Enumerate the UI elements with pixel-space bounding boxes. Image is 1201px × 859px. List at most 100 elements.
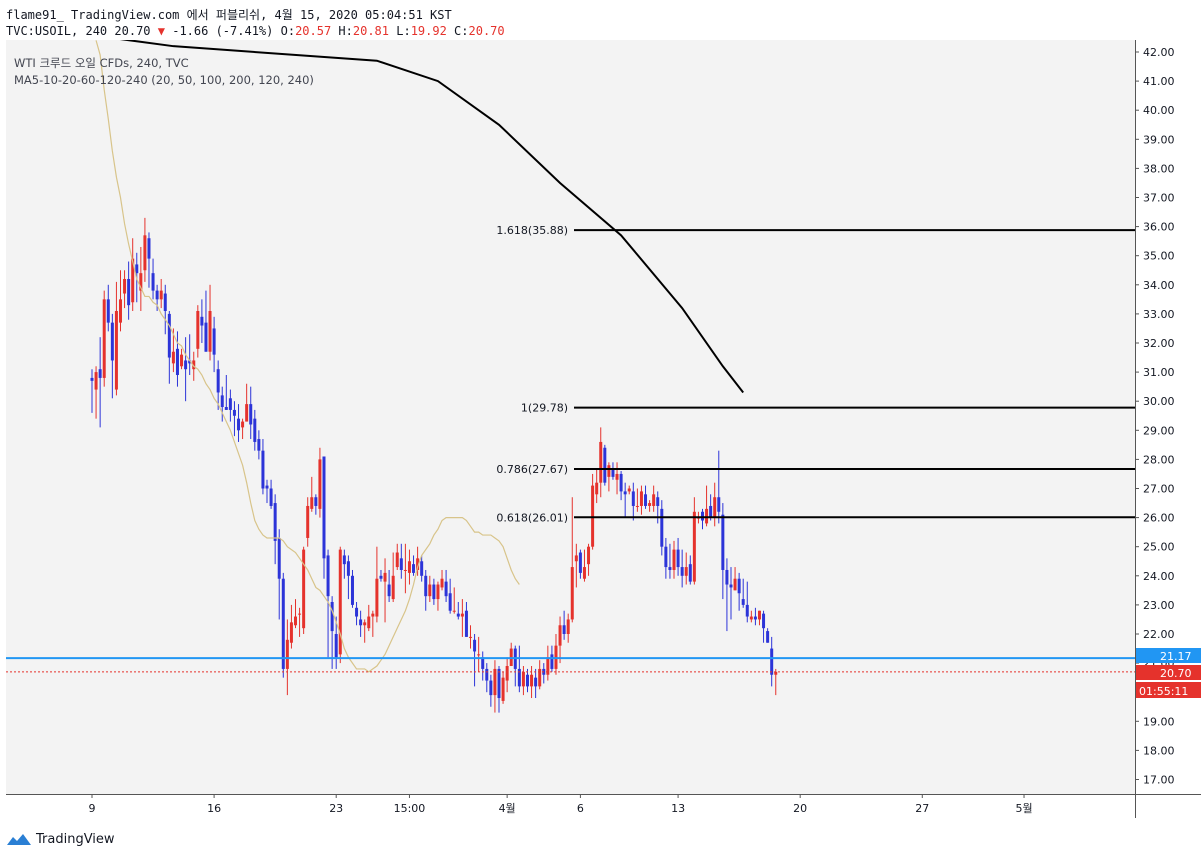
candle-body (766, 631, 770, 643)
y-tick-label: 29.00 (1143, 424, 1175, 437)
candle-body (591, 485, 595, 547)
candle-body (469, 636, 473, 638)
candle-body (713, 497, 717, 518)
tradingview-footer[interactable]: TradingView (6, 832, 115, 847)
y-tick-label: 30.00 (1143, 395, 1175, 408)
candle-body (464, 610, 468, 637)
candle-body (420, 561, 424, 576)
level-badge-text: 21.17 (1160, 650, 1192, 663)
candle-body (285, 639, 289, 669)
candle-body (501, 677, 505, 701)
candle-body (131, 258, 135, 303)
open-label: O: (280, 24, 296, 38)
tradingview-logo-icon (7, 833, 31, 845)
time-axis[interactable]: 9 16 23 15:00 4월 6 13 20 27 5월 (89, 794, 1033, 815)
candle-body (322, 456, 326, 559)
y-tick-label: 17.00 (1143, 774, 1175, 787)
price-badge-text: 20.70 (1160, 667, 1192, 680)
candle-body (762, 613, 766, 629)
plot-area[interactable] (6, 40, 1135, 794)
candle-body (241, 421, 245, 428)
price-badges: 21.17 20.70 01:55:11 (1136, 648, 1201, 698)
candle-body (196, 310, 200, 349)
candle-body (237, 418, 241, 431)
close-label: C: (454, 24, 469, 38)
candle-body (245, 404, 249, 422)
candle-body (204, 322, 208, 352)
candle-body (118, 299, 122, 323)
candle-body (277, 537, 281, 579)
candle-body (428, 584, 432, 597)
candle-body (709, 505, 713, 518)
candle-body (639, 491, 643, 506)
candle-body (379, 575, 383, 579)
symbol-label[interactable]: TVC:USOIL, 240 (6, 24, 108, 38)
candle-body (595, 482, 599, 495)
x-tick-label: 5월 (1015, 802, 1032, 815)
candle-body (375, 578, 379, 617)
candle-body (688, 564, 692, 582)
candle-body (342, 555, 346, 565)
candle-body (745, 604, 749, 617)
candle-body (220, 395, 224, 408)
candle-body (302, 549, 306, 629)
y-tick-label: 19.00 (1143, 715, 1175, 728)
candle-body (485, 668, 489, 681)
candle-body (383, 572, 387, 582)
fib-level-label: 0.786(27.67) (496, 463, 568, 476)
candle-body (192, 360, 196, 370)
candle-body (253, 418, 257, 442)
price-chart[interactable]: 1.618(35.88) 1(29.78) 0.786(27.67) 0.618(26… (0, 0, 1201, 818)
candle-body (546, 657, 550, 675)
level-badge (1136, 648, 1201, 663)
candle-body (493, 668, 497, 696)
legend-ma[interactable]: MA5-10-20-60-120-240 (20, 50, 100, 200, … (14, 73, 314, 87)
candle-body (188, 360, 192, 364)
candle-body (725, 569, 729, 585)
candle-body (505, 666, 509, 681)
candle-body (676, 549, 680, 568)
low-label: L: (396, 24, 411, 38)
candle-body (387, 584, 391, 597)
y-tick-label: 31.00 (1143, 366, 1175, 379)
trend-line (119, 40, 744, 394)
candle-body (757, 610, 761, 620)
candle-body (623, 491, 627, 495)
candle-body (359, 619, 363, 626)
publish-info-text: flame91_ TradingView.com 에서 퍼블리쉬, 4월 15,… (6, 8, 452, 22)
candle-body (175, 348, 179, 376)
x-tick-label: 13 (671, 802, 685, 815)
candle-body (644, 494, 648, 506)
candle-body (692, 511, 696, 582)
y-tick-label: 37.00 (1143, 192, 1175, 205)
candle-body (550, 654, 554, 669)
y-tick-label: 24.00 (1143, 570, 1175, 583)
candle-body (631, 491, 635, 506)
candle-body (599, 441, 603, 483)
candle-body (273, 503, 277, 541)
x-tick-label: 23 (329, 802, 343, 815)
candle-body (155, 290, 159, 300)
candle-body (570, 567, 574, 620)
candles (90, 217, 778, 713)
candle-body (436, 584, 440, 600)
candle-body (521, 671, 525, 687)
candle-body (481, 657, 485, 669)
legend-title[interactable]: WTI 크루드 오일 CFDs, 240, TVC (14, 56, 189, 70)
candle-body (489, 680, 493, 696)
candle-body (530, 674, 534, 687)
candle-body (269, 488, 273, 506)
x-tick-label: 6 (577, 802, 584, 815)
candle-body (668, 567, 672, 570)
candle-body (330, 601, 334, 632)
close-value: 20.70 (468, 24, 505, 38)
candle-body (615, 473, 619, 480)
candle-body (151, 273, 155, 291)
candle-body (355, 607, 359, 617)
candle-body (497, 668, 501, 699)
candle-body (680, 567, 684, 576)
candle-body (534, 677, 538, 687)
y-tick-label: 35.00 (1143, 250, 1175, 263)
candle-body (460, 613, 464, 617)
candle-body (261, 450, 265, 489)
